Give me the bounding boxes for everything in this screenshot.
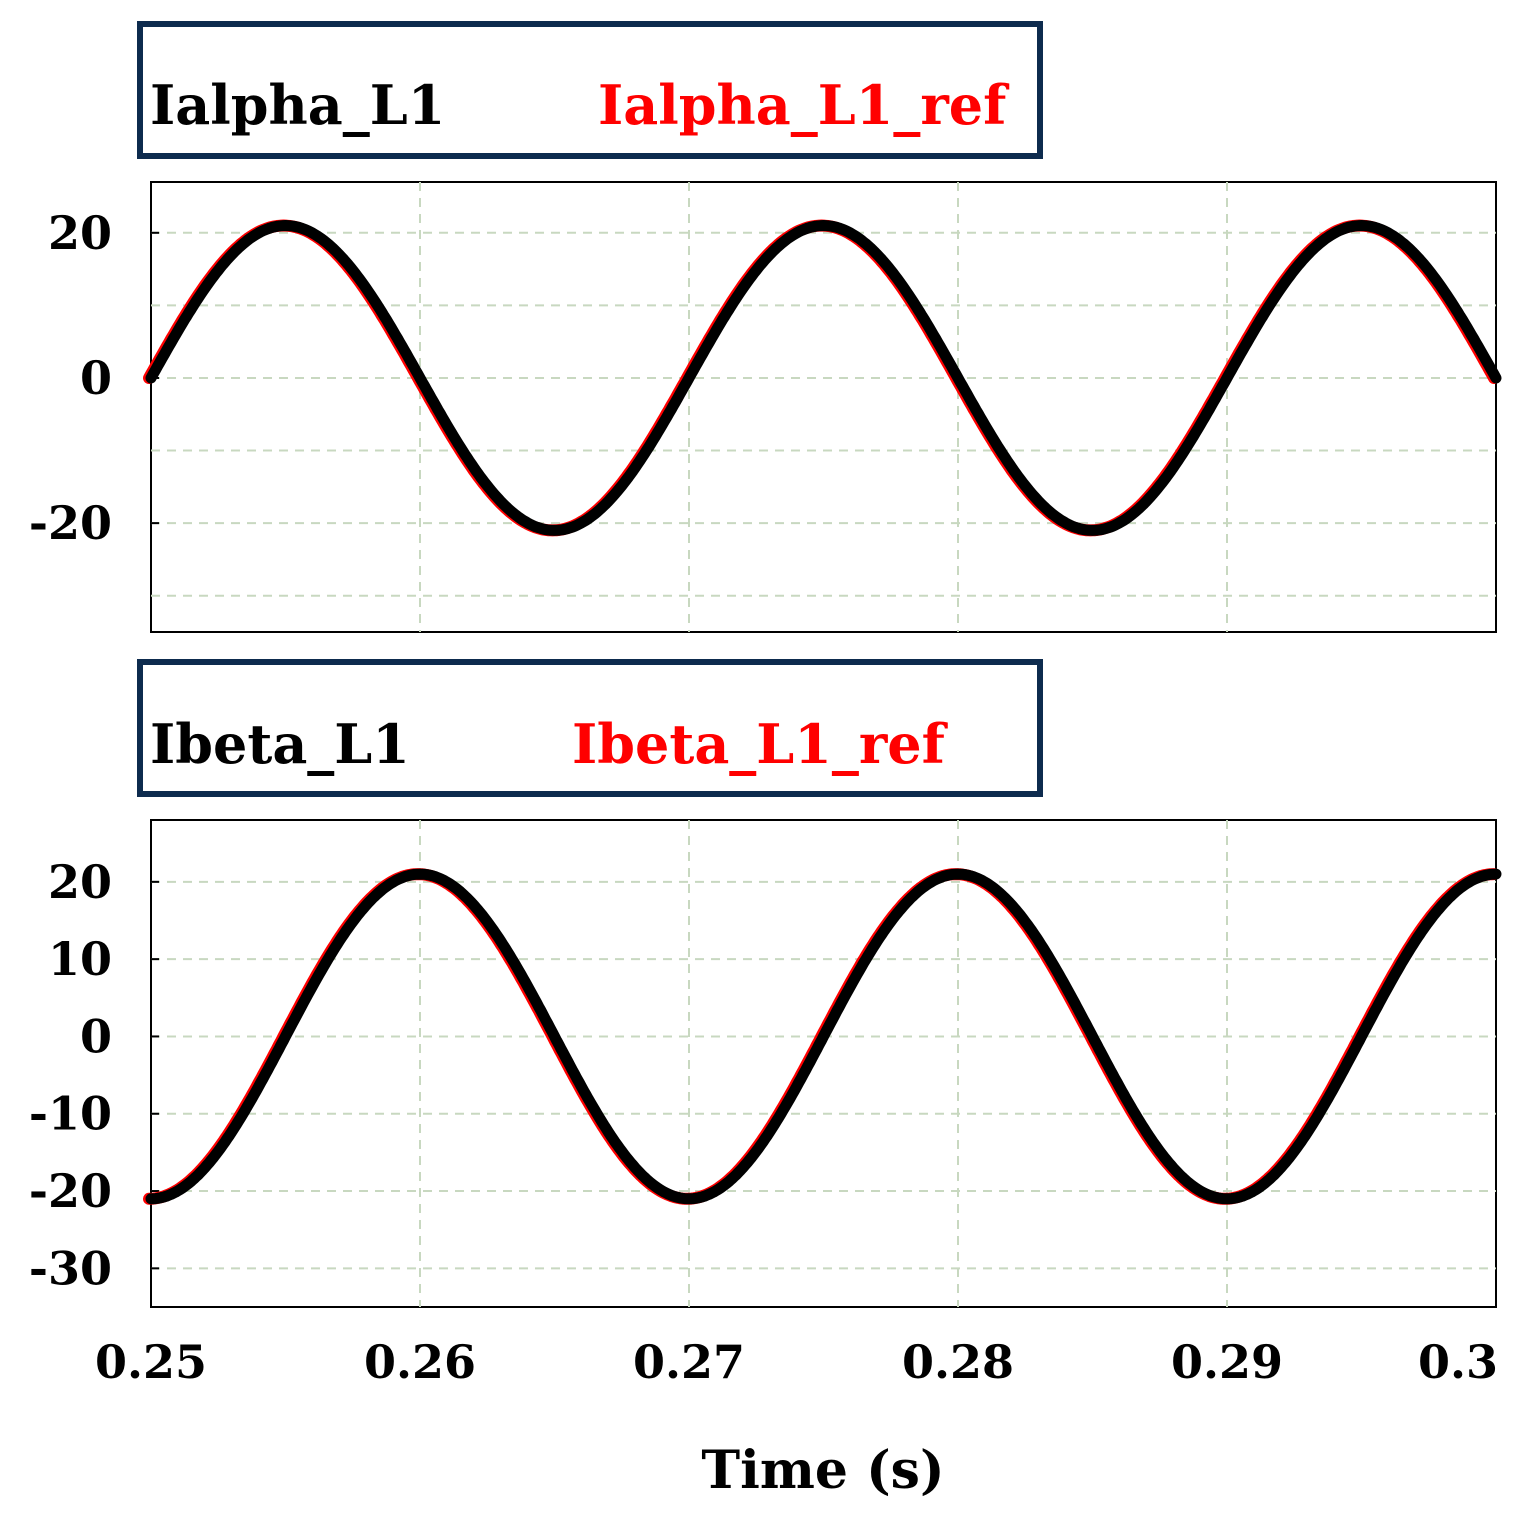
legend-top: Ialpha_L1 Ialpha_L1_ref [137, 21, 1043, 159]
top-ytick-label: 0 [80, 351, 112, 405]
plot-top-lines [143, 219, 1502, 537]
bottom-ytick-label: -30 [29, 1241, 112, 1295]
top-series-Ialpha_L1 [145, 220, 1502, 536]
bottom-ytick-label: 0 [80, 1009, 112, 1063]
plot-top-frame [150, 181, 1497, 633]
bottom-ytick-label: 10 [48, 932, 112, 986]
legend-bottom-series-2: Ibeta_L1_ref [572, 712, 949, 776]
x-axis-label: Time (s) [701, 1440, 944, 1501]
legend-top-series-1: Ialpha_L1 [150, 73, 445, 137]
plot-top: -20 0 20 [29, 181, 1502, 633]
plot-bottom: -30 -20 -10 0 10 20 [29, 819, 1502, 1308]
x-tick-label: 0.29 [1171, 1335, 1283, 1389]
legend-top-frame [137, 21, 1043, 159]
legend-top-series-2: Ialpha_L1_ref [598, 73, 1010, 137]
plot-bottom-grid [151, 820, 1496, 1307]
plot-top-yticks: -20 0 20 [29, 206, 159, 550]
top-ytick-label: -20 [29, 496, 112, 550]
bottom-ytick-label: -20 [29, 1164, 112, 1218]
x-tick-label: 0.26 [364, 1335, 476, 1389]
x-tick-label: 0.25 [95, 1335, 207, 1389]
legend-bottom: Ibeta_L1 Ibeta_L1_ref [137, 659, 1043, 797]
plot-bottom-lines [143, 868, 1502, 1205]
x-tick-label: 0.27 [633, 1335, 745, 1389]
legend-bottom-frame [137, 659, 1043, 797]
x-tick-label: 0.28 [902, 1335, 1014, 1389]
legend-bottom-series-1: Ibeta_L1 [150, 712, 410, 776]
top-ytick-label: 20 [48, 206, 112, 260]
plot-bottom-frame [150, 819, 1497, 1308]
x-tick-label: 0.3 [1418, 1335, 1498, 1389]
bottom-ytick-label: 20 [48, 855, 112, 909]
bottom-ytick-label: -10 [29, 1087, 112, 1141]
x-axis-ticks: 0.25 0.26 0.27 0.28 0.29 0.3 [95, 1335, 1498, 1389]
bottom-series-Ibeta_L1 [145, 868, 1502, 1205]
plot-bottom-yticks: -30 -20 -10 0 10 20 [29, 855, 159, 1295]
